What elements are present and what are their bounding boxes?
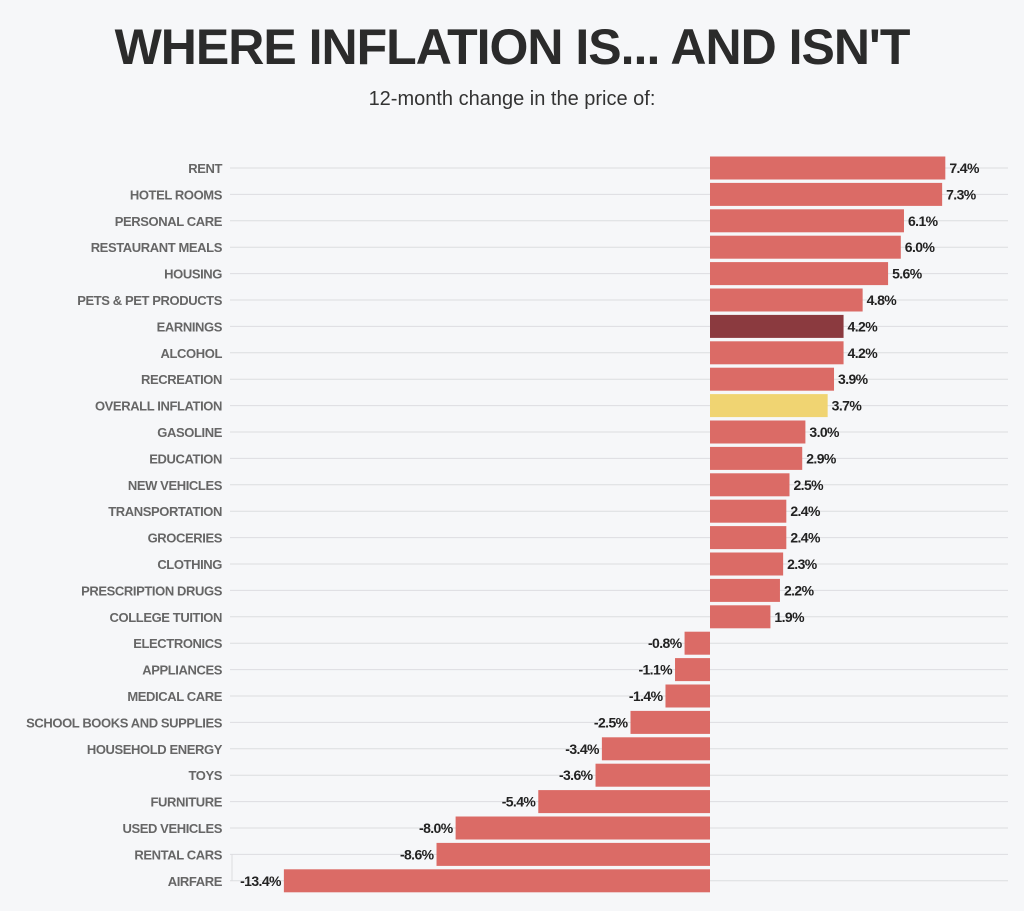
category-label: AIRFARE <box>168 874 223 889</box>
value-label: 2.9% <box>806 450 837 466</box>
bar <box>710 473 790 497</box>
category-label: EDUCATION <box>149 451 222 466</box>
bar <box>710 288 863 312</box>
bar <box>710 156 946 180</box>
bar <box>710 314 844 338</box>
value-label: -13.4% <box>240 873 282 889</box>
bar <box>710 420 806 444</box>
value-label: 4.2% <box>848 345 879 361</box>
category-label: RENT <box>188 161 222 176</box>
category-label: TRANSPORTATION <box>108 504 222 519</box>
value-label: 7.4% <box>949 160 980 176</box>
bar <box>684 631 710 655</box>
value-label: 4.2% <box>848 318 879 334</box>
bar <box>538 790 710 814</box>
category-label: RECREATION <box>141 372 222 387</box>
value-label: -1.1% <box>638 662 673 678</box>
value-label: 3.0% <box>809 424 840 440</box>
bar <box>710 235 901 259</box>
bar <box>710 394 828 418</box>
category-label: ELECTRONICS <box>133 636 223 651</box>
bar <box>710 605 771 629</box>
value-label: 2.2% <box>784 582 815 598</box>
bar <box>710 182 943 206</box>
value-label: 2.4% <box>790 530 821 546</box>
value-label: -5.4% <box>502 794 537 810</box>
category-label: USED VEHICLES <box>122 821 222 836</box>
bar <box>710 262 889 286</box>
category-label: ALCOHOL <box>161 346 223 361</box>
value-label: 7.3% <box>946 186 977 202</box>
value-label: 6.1% <box>908 213 939 229</box>
value-label: 2.3% <box>787 556 818 572</box>
bar <box>710 209 904 233</box>
chart-title: WHERE INFLATION IS... AND ISN'T <box>114 19 911 75</box>
value-label: -3.4% <box>565 741 600 757</box>
value-label: 1.9% <box>774 609 805 625</box>
bar <box>710 446 803 470</box>
category-label: HOUSING <box>164 267 222 282</box>
chart-subtitle: 12-month change in the price of: <box>368 88 656 110</box>
bar <box>601 737 710 761</box>
value-label: 2.4% <box>790 503 821 519</box>
category-label: CLOTHING <box>157 557 222 572</box>
value-label: 3.9% <box>838 371 869 387</box>
bar <box>710 578 780 602</box>
category-label: COLLEGE TUITION <box>110 610 222 625</box>
bar <box>710 552 784 576</box>
bar <box>283 869 710 893</box>
category-label: GROCERIES <box>148 531 223 546</box>
bar <box>630 710 710 734</box>
bar <box>710 499 787 523</box>
bar <box>595 763 710 787</box>
category-label: MEDICAL CARE <box>127 689 222 704</box>
category-label: APPLIANCES <box>142 663 223 678</box>
value-label: -3.6% <box>559 767 594 783</box>
value-label: 4.8% <box>867 292 898 308</box>
value-label: 3.7% <box>832 398 863 414</box>
category-label: GASOLINE <box>157 425 222 440</box>
bar <box>710 341 844 365</box>
bar <box>436 842 710 866</box>
category-label: RESTAURANT MEALS <box>91 240 223 255</box>
category-label: SCHOOL BOOKS AND SUPPLIES <box>26 715 223 730</box>
category-label: EARNINGS <box>157 319 223 334</box>
category-label: HOUSEHOLD ENERGY <box>87 742 223 757</box>
category-label: PRESCRIPTION DRUGS <box>81 583 223 598</box>
category-label: TOYS <box>188 768 222 783</box>
value-label: -1.4% <box>629 688 664 704</box>
value-label: 2.5% <box>794 477 825 493</box>
category-label: OVERALL INFLATION <box>95 399 222 414</box>
value-label: -0.8% <box>648 635 683 651</box>
category-label: HOTEL ROOMS <box>130 187 223 202</box>
bar <box>675 658 710 682</box>
value-label: -2.5% <box>594 714 629 730</box>
category-label: RENTAL CARS <box>134 847 222 862</box>
bar <box>665 684 710 708</box>
category-label: FURNITURE <box>150 795 222 810</box>
category-label: PERSONAL CARE <box>115 214 223 229</box>
bar <box>710 526 787 550</box>
value-label: -8.0% <box>419 820 454 836</box>
bar <box>455 816 710 840</box>
category-label: PETS & PET PRODUCTS <box>77 293 223 308</box>
bar <box>710 367 835 391</box>
value-label: -8.6% <box>400 846 435 862</box>
category-label: NEW VEHICLES <box>128 478 223 493</box>
value-label: 6.0% <box>905 239 936 255</box>
value-label: 5.6% <box>892 266 923 282</box>
